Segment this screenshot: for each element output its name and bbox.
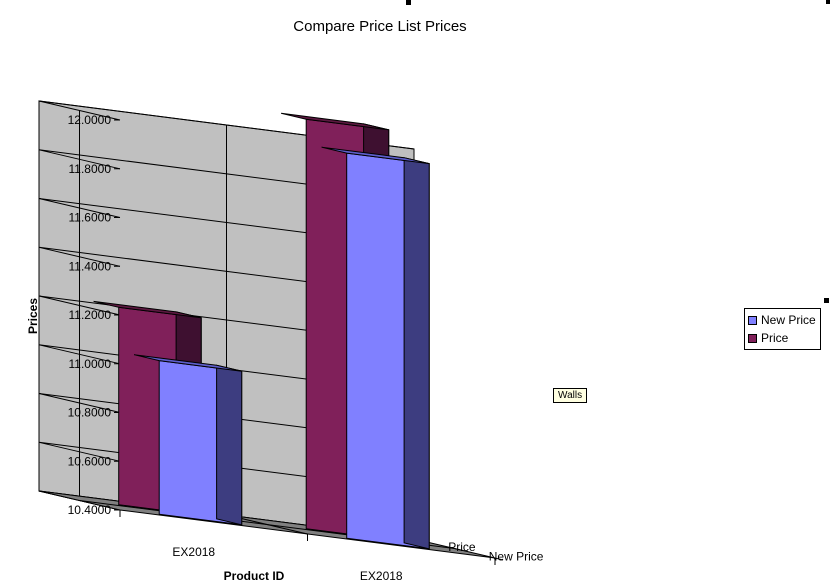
bar-top-face [280, 112, 389, 131]
y-tick-label: 11.6000 [69, 211, 112, 225]
bar-new-price[interactable] [133, 354, 243, 526]
bar-side-face [403, 157, 430, 550]
y-tick-label: 11.8000 [69, 162, 112, 176]
depth-tick-mark [494, 557, 504, 561]
legend-swatch-price [748, 333, 757, 343]
legend[interactable]: New Price Price [744, 308, 821, 350]
y-tick-label: 10.8000 [68, 406, 112, 420]
bar-top-face [321, 146, 430, 165]
legend-label-price: Price [761, 331, 789, 345]
y-tick-label: 11.2000 [69, 308, 112, 322]
depth-series-label: Price [448, 540, 476, 554]
y-tick-label: 11.0000 [69, 357, 112, 371]
bar-side-face [216, 364, 243, 526]
y-tick-label: 11.4000 [69, 259, 112, 273]
legend-item-new-price: New Price [748, 311, 816, 329]
tick-labels: 10.4000 10.6000 10.8000 11.0000 11.2000 11.40… [68, 113, 544, 583]
x-category-label: EX2018 [360, 569, 403, 583]
x-axis-title: Product ID [224, 569, 285, 583]
bars [93, 112, 430, 550]
y-tick-label: 12.0000 [68, 113, 112, 127]
chart-title: Compare Price List Prices [293, 18, 466, 35]
selection-handle-top[interactable] [406, 0, 411, 5]
bar-top-face [133, 354, 242, 372]
y-tick-label: 10.4000 [68, 503, 112, 517]
y-axis-title: Prices [26, 298, 40, 334]
legend-item-price: Price [748, 329, 816, 347]
legend-label-new-price: New Price [761, 313, 816, 327]
selection-handle-right[interactable] [824, 298, 829, 303]
depth-tick-mark [454, 548, 463, 551]
bar-new-price[interactable] [321, 146, 430, 550]
x-category-label: EX2018 [172, 545, 215, 559]
walls-tooltip: Walls [553, 388, 588, 403]
bar-top-face [93, 300, 202, 319]
legend-swatch-new-price [748, 315, 757, 325]
y-tick-label: 10.6000 [68, 454, 112, 468]
depth-series-label: New Price [489, 549, 544, 563]
selection-handle-corner[interactable] [826, 0, 830, 4]
